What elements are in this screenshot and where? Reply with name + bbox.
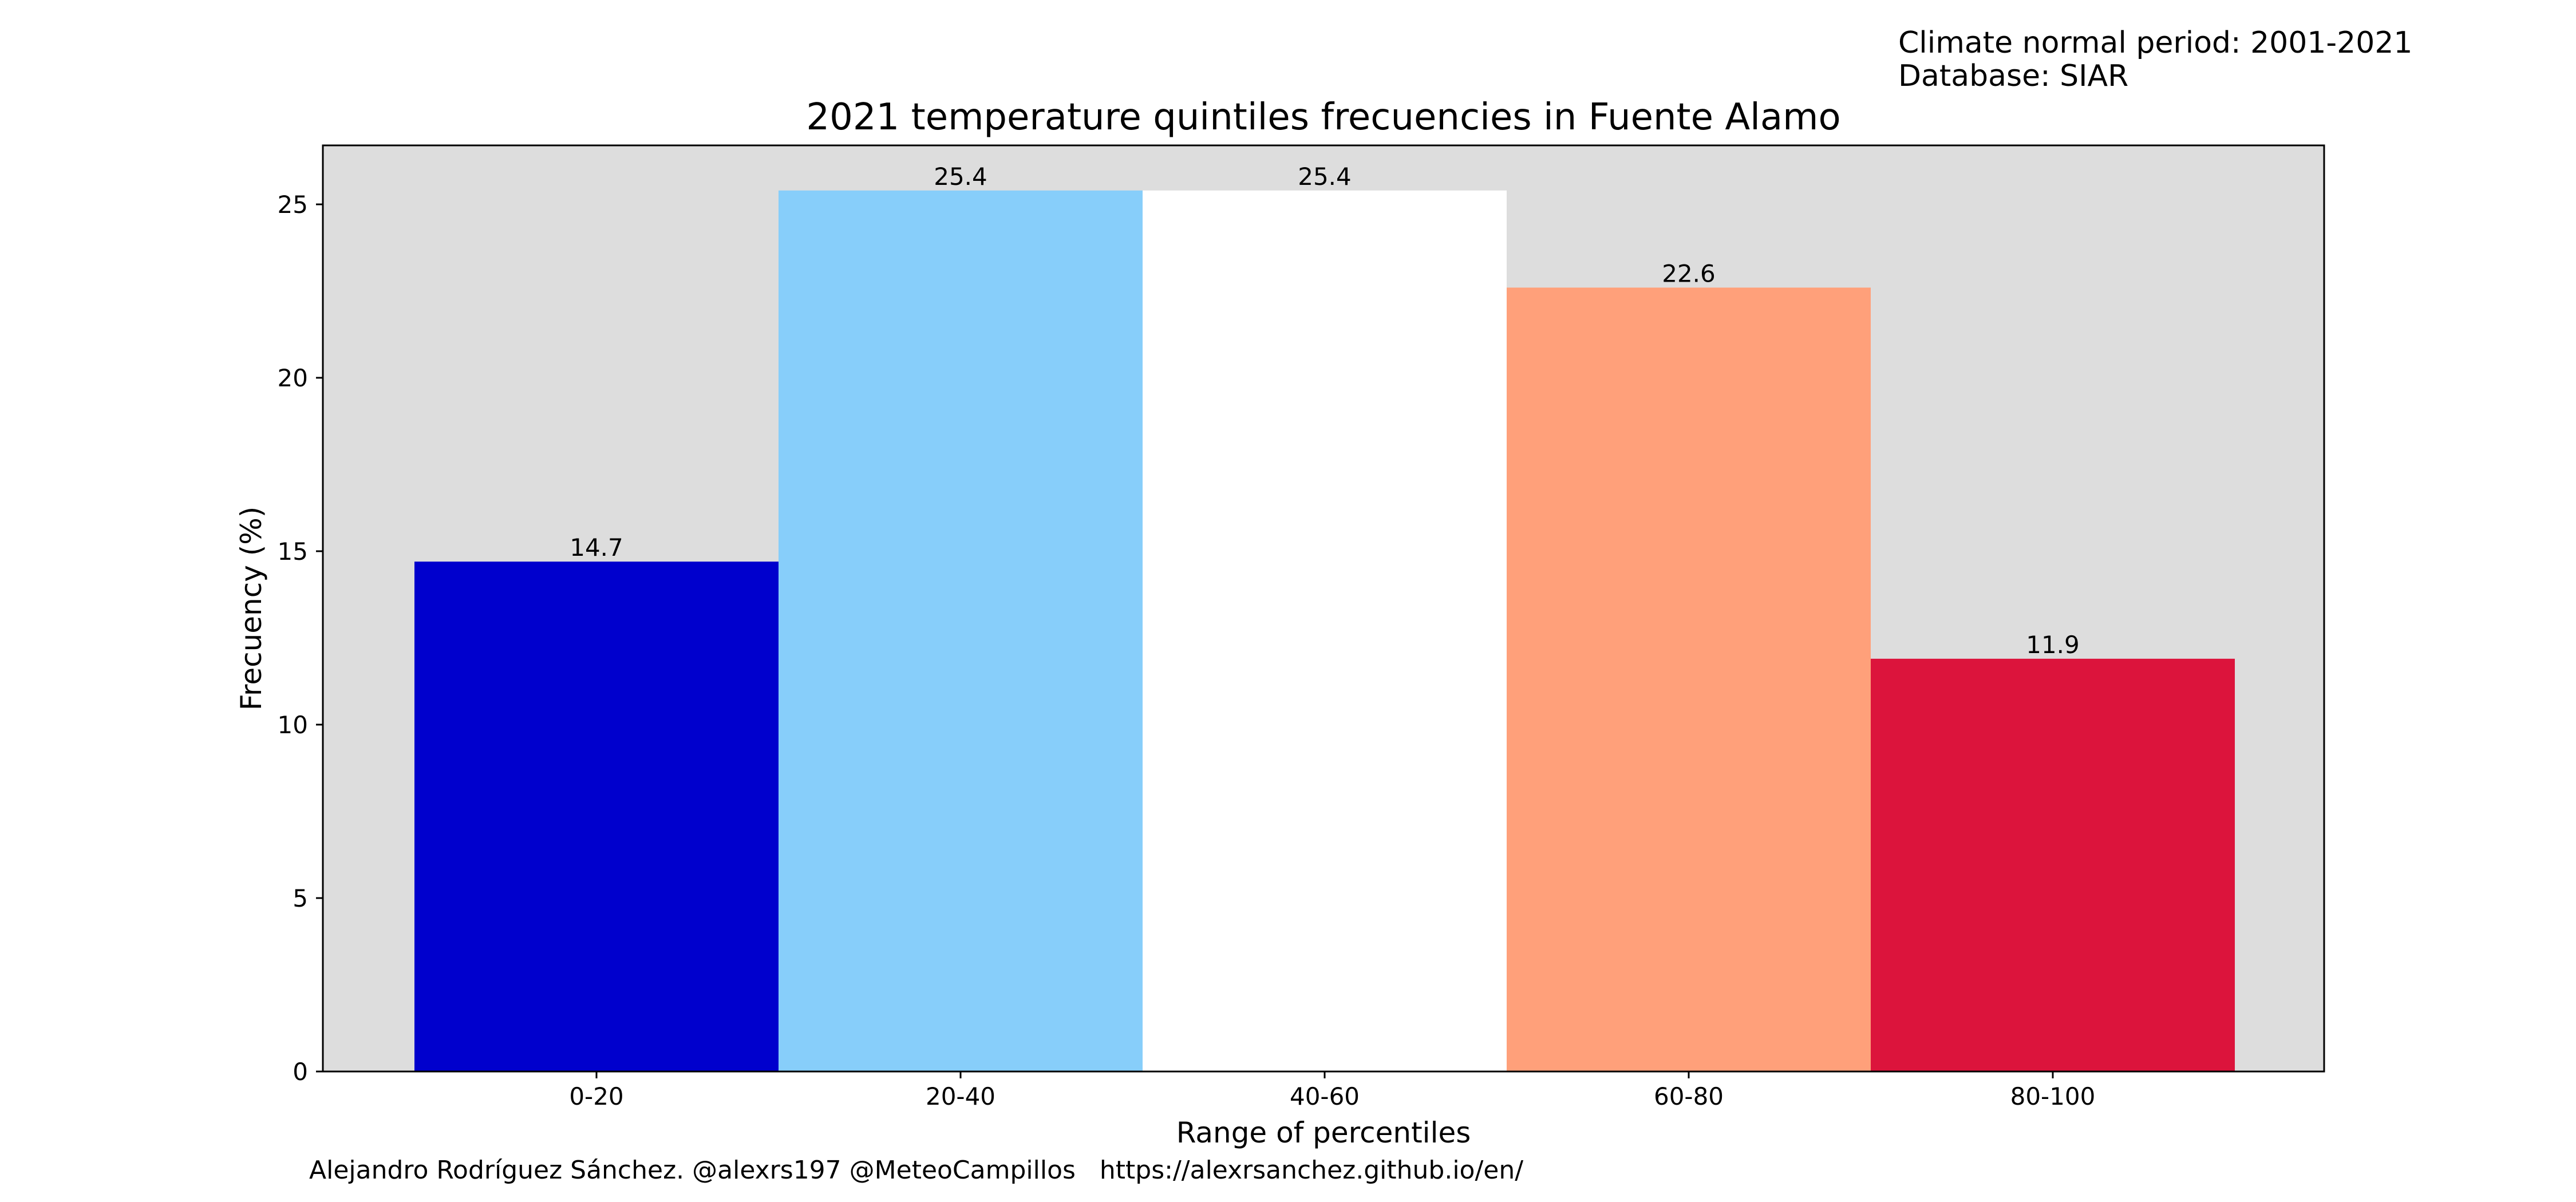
x-tick-label: 80-100 [2010,1082,2096,1110]
bar-value-label: 25.4 [934,163,987,191]
y-axis: 0 5 10 15 20 25 [278,191,323,1086]
bar-80-100 [1871,658,2235,1071]
y-tick-label: 20 [278,364,308,392]
x-tick-label: 60-80 [1654,1082,1724,1110]
plot-frame [322,144,2325,1073]
x-axis: 0-20 20-40 40-60 60-80 80-100 [569,1071,2095,1110]
y-tick-label: 10 [278,711,308,739]
x-tick-label: 20-40 [926,1082,995,1110]
bar-value-label: 11.9 [2026,631,2080,659]
bar-value-label: 25.4 [1298,163,1352,191]
y-axis-title: Frecuency (%) [235,507,268,710]
bar-20-40 [779,190,1143,1071]
climate-normal-period: Climate normal period: 2001-2021 [1898,26,2413,60]
bar-60-80 [1507,287,1871,1072]
bar-0-20 [414,562,779,1071]
x-tick-label: 40-60 [1290,1082,1360,1110]
author-credits: Alejandro Rodríguez Sánchez. @alexrs197 … [309,1156,1524,1185]
y-tick-label: 25 [278,191,308,219]
y-tick-label: 0 [293,1058,308,1086]
bar-value-label: 14.7 [570,533,623,562]
bar-value-label: 22.6 [1662,259,1716,287]
y-tick-label: 15 [278,537,308,566]
y-tick-label: 5 [293,884,308,912]
bar-40-60 [1143,190,1507,1071]
bars [414,190,2235,1072]
database-label: Database: SIAR [1898,59,2129,93]
x-axis-title: Range of percentiles [1176,1116,1471,1149]
x-tick-label: 0-20 [569,1082,623,1110]
bar-labels: 14.7 25.4 25.4 22.6 11.9 [570,163,2080,659]
chart-title: 2021 temperature quintiles frecuencies i… [806,96,1840,139]
